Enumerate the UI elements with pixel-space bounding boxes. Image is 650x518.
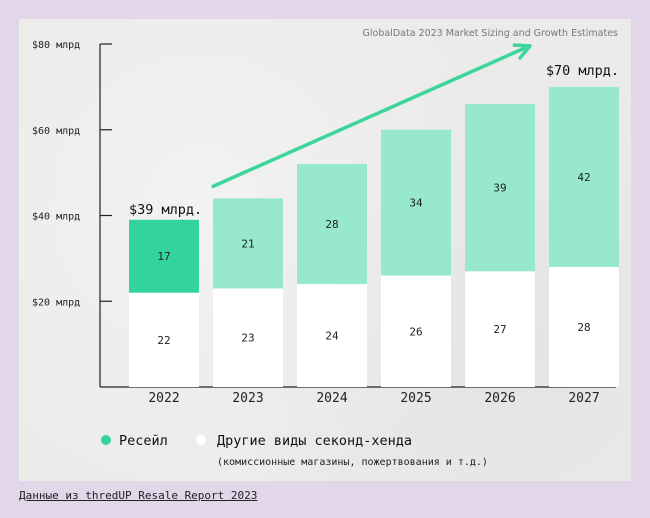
x-tick-label-2026: 2026 (484, 391, 515, 406)
bar-other-2026 (465, 271, 535, 387)
stacked-bar-chart: GlobalData 2023 Market Sizing and Growth… (32, 28, 619, 468)
source-link[interactable]: Данные из thredUP Resale Report 2023 (19, 489, 258, 502)
bar-other-2025 (381, 275, 451, 387)
value-label-resale-2022: 17 (157, 250, 170, 263)
value-label-other-2024: 24 (325, 330, 339, 343)
bar-resale-2023 (213, 198, 283, 289)
chart-panel: GlobalData 2023 Market Sizing and Growth… (19, 19, 631, 481)
bar-resale-2026 (465, 104, 535, 272)
bar-resale-2027 (549, 86, 619, 267)
legend-resale-label: Ресейл (119, 433, 168, 449)
bar-resale-2025 (381, 129, 451, 276)
bar-other-2023 (213, 288, 283, 387)
value-label-other-2026: 27 (493, 323, 506, 336)
y-tick-label-3: $80 млрд (32, 40, 80, 51)
value-label-other-2027: 28 (577, 321, 590, 334)
value-label-resale-2023: 21 (241, 237, 254, 250)
x-tick-label-2025: 2025 (400, 391, 431, 406)
legend-other-label: Другие виды секонд-хенда (217, 433, 412, 449)
legend-other-swatch (196, 435, 206, 445)
legend-resale-swatch (101, 435, 111, 445)
value-label-resale-2026: 39 (493, 182, 506, 195)
source-title: GlobalData 2023 Market Sizing and Growth… (363, 28, 619, 39)
value-label-other-2023: 23 (241, 332, 254, 345)
x-tick-label-2024: 2024 (316, 391, 347, 406)
value-label-resale-2025: 34 (409, 197, 423, 210)
value-label-other-2025: 26 (409, 325, 422, 338)
y-tick-label-2: $60 млрд (32, 126, 80, 137)
value-label-resale-2024: 28 (325, 218, 338, 231)
x-tick-label-2023: 2023 (232, 391, 263, 406)
x-tick-label-2027: 2027 (568, 391, 599, 406)
bar-other-2024 (297, 284, 367, 387)
y-tick-label-1: $40 млрд (32, 212, 80, 223)
annotation-start-total: $39 млрд. (129, 202, 202, 218)
value-label-resale-2027: 42 (577, 171, 590, 184)
bar-resale-2022 (129, 219, 199, 293)
x-tick-label-2022: 2022 (148, 391, 179, 406)
bar-resale-2024 (297, 164, 367, 285)
bar-other-2022 (129, 292, 199, 387)
value-label-other-2022: 22 (157, 334, 170, 347)
y-tick-label-0: $20 млрд (32, 297, 80, 308)
growth-arrow-head (512, 43, 532, 60)
bar-other-2027 (549, 266, 619, 387)
legend-other-note: (комиссионные магазины, пожертвования и … (217, 457, 488, 468)
annotation-end-total: $70 млрд. (546, 63, 619, 79)
growth-arrow-line (211, 46, 526, 189)
